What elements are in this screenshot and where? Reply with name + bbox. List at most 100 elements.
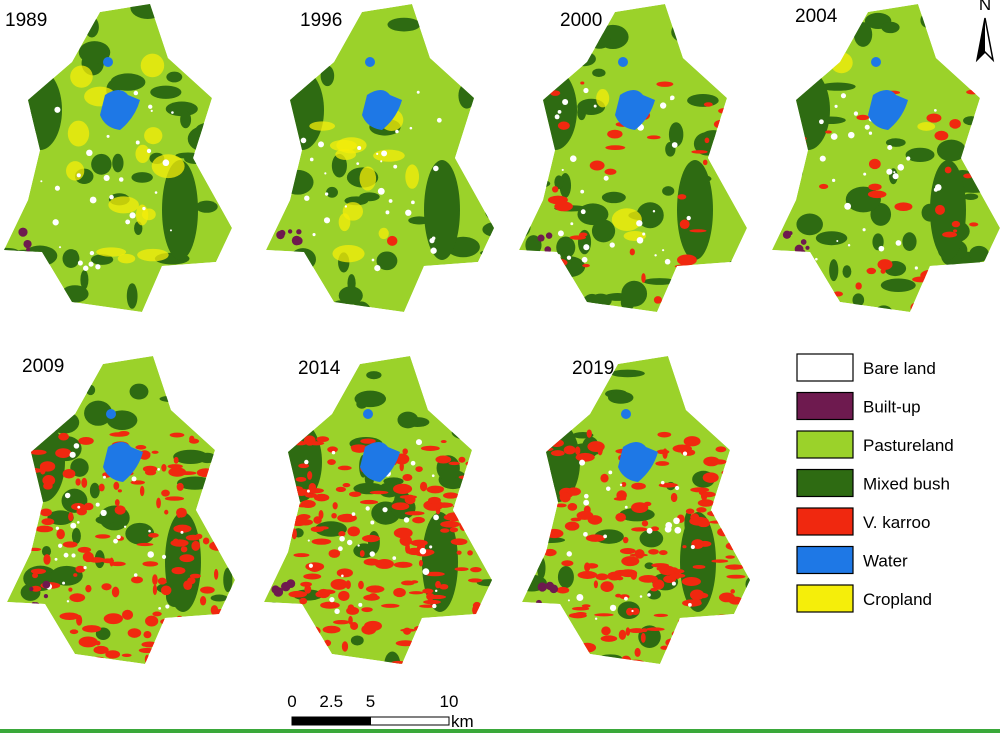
- karroo: [581, 604, 591, 608]
- mixed-bush: [50, 565, 83, 586]
- karroo: [41, 518, 55, 526]
- map-body: [519, 4, 747, 312]
- karroo: [32, 572, 39, 579]
- cropland: [342, 202, 364, 221]
- mixed-bush: [636, 202, 664, 229]
- karroo: [910, 302, 920, 312]
- mixed-bush: [531, 537, 566, 544]
- mixed-bush: [479, 155, 493, 168]
- karroo: [58, 432, 70, 441]
- karroo: [56, 528, 65, 540]
- karroo: [39, 464, 46, 475]
- year-label: 2009: [22, 356, 64, 377]
- mixed-bush: [7, 481, 14, 506]
- karroo: [651, 563, 670, 568]
- karroo: [640, 632, 646, 643]
- mixed-bush: [522, 446, 532, 454]
- karroo: [953, 229, 958, 233]
- bare-land: [125, 219, 131, 225]
- karroo: [679, 219, 690, 229]
- bare-land: [895, 240, 902, 246]
- mixed-bush: [285, 63, 311, 75]
- karroo: [468, 502, 487, 510]
- cropland: [332, 244, 365, 263]
- map-panel: [266, 4, 494, 324]
- mixed-bush: [61, 285, 89, 303]
- bare-land: [662, 249, 665, 252]
- cropland: [67, 120, 90, 147]
- legend-swatch: [796, 353, 854, 382]
- karroo: [365, 585, 385, 593]
- karroo: [310, 526, 324, 533]
- karroo: [429, 645, 436, 654]
- bare-land: [154, 191, 158, 194]
- mixed-bush: [266, 191, 281, 207]
- karroo: [543, 548, 557, 557]
- bare-land: [893, 171, 896, 174]
- karroo: [443, 514, 461, 521]
- bare-land: [365, 506, 370, 511]
- karroo: [152, 611, 162, 617]
- karroo: [825, 130, 832, 134]
- karroo: [213, 455, 231, 462]
- scale-segment: [291, 716, 332, 726]
- bare-land: [146, 148, 152, 154]
- mixed-bush: [446, 269, 471, 289]
- karroo: [673, 569, 685, 574]
- mixed-bush: [592, 68, 606, 78]
- mixed-bush: [326, 186, 338, 198]
- karroo: [545, 528, 564, 539]
- bare-land: [583, 493, 589, 499]
- karroo: [458, 475, 469, 479]
- karroo: [650, 526, 660, 532]
- mixed-bush: [853, 22, 873, 47]
- karroo: [362, 316, 372, 324]
- mixed-bush: [969, 245, 989, 262]
- karroo: [29, 449, 47, 455]
- cropland: [373, 149, 405, 162]
- bare-land: [892, 173, 899, 180]
- legend-label: Bare land: [863, 359, 936, 378]
- mixed-bush: [223, 567, 233, 593]
- karroo: [658, 550, 668, 556]
- karroo: [144, 654, 150, 664]
- karroo: [160, 585, 172, 596]
- bare-land: [665, 521, 673, 529]
- bare-land: [356, 162, 360, 166]
- mixed-bush: [797, 255, 814, 265]
- karroo: [575, 446, 581, 455]
- mixed-bush: [441, 633, 457, 649]
- built-up: [281, 581, 291, 592]
- bare-land: [862, 228, 866, 232]
- mixed-bush: [571, 51, 596, 67]
- mixed-bush: [227, 438, 235, 448]
- map-panel: [519, 4, 747, 312]
- karroo: [809, 308, 830, 312]
- bare-land: [434, 589, 438, 593]
- mixed-bush: [643, 278, 676, 285]
- year-label: 1989: [5, 10, 47, 31]
- karroo: [440, 528, 450, 533]
- cropland: [137, 248, 169, 262]
- cropland: [151, 154, 185, 179]
- karroo: [287, 431, 293, 437]
- karroo: [690, 513, 700, 522]
- mixed-bush: [268, 137, 295, 160]
- karroo: [30, 568, 47, 575]
- karroo: [458, 456, 466, 463]
- bare-land: [671, 581, 676, 586]
- karroo: [718, 107, 736, 115]
- karroo: [103, 613, 123, 625]
- mixed-bush: [519, 214, 531, 240]
- mixed-bush: [852, 293, 865, 307]
- karroo: [408, 591, 424, 595]
- karroo: [926, 113, 942, 123]
- karroo: [703, 102, 713, 107]
- karroo: [216, 660, 227, 664]
- karroo: [304, 584, 312, 594]
- karroo: [560, 624, 575, 634]
- karroo: [467, 550, 473, 556]
- karroo: [547, 258, 568, 267]
- bare-land: [933, 108, 937, 112]
